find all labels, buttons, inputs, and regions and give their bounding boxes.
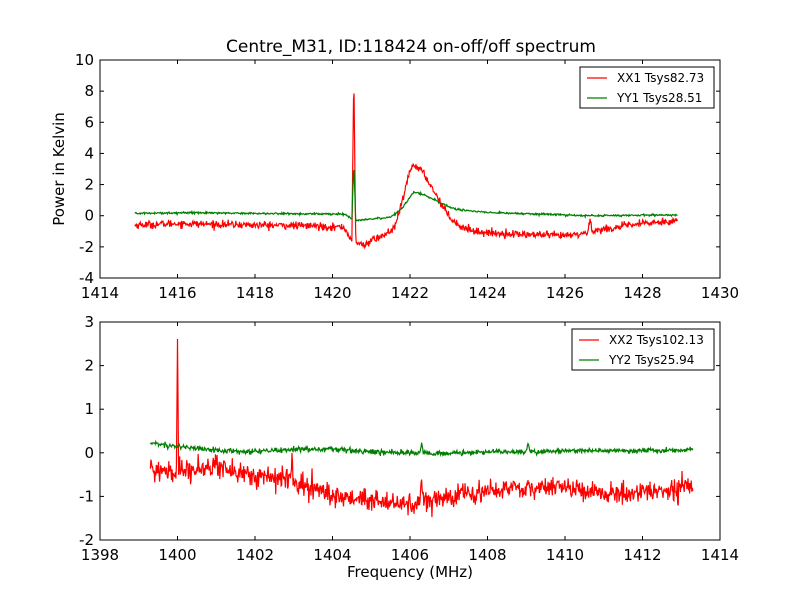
legend: XX1 Tsys82.73 YY1 Tsys28.51 (579, 66, 715, 109)
x-tick-label: 1398 (81, 546, 119, 564)
legend-entry: YY2 Tsys25.94 (608, 353, 694, 367)
y-tick-label: 0 (84, 444, 94, 462)
top-chart-ylabel: Power in Kelvin (50, 112, 68, 226)
y-tick-label: 2 (84, 357, 94, 375)
legend-box (571, 328, 715, 371)
top-chart: 1414 1416 1418 1420 1422 1424 1426 1428 1430 -4 -2… (75, 51, 739, 302)
legend-entry: XX1 Tsys82.73 (617, 71, 704, 85)
x-tick-label: 1406 (391, 546, 429, 564)
series-line-1-1 (149, 439, 694, 458)
y-tick-label: 8 (84, 82, 94, 100)
x-tick-label: 1414 (81, 284, 119, 302)
legend-box (579, 66, 715, 109)
y-tick-label: 6 (84, 113, 94, 131)
x-tick-label: 1400 (158, 546, 196, 564)
bottom-chart: 1398 1400 1402 1404 1406 1408 1410 1412 1414 -2 -1… (79, 313, 739, 564)
x-tick-label: 1420 (313, 284, 351, 302)
y-tick-label: 4 (84, 144, 94, 162)
y-tick-label: 2 (84, 176, 94, 194)
x-tick-label: 1412 (623, 546, 661, 564)
y-tick-label: 3 (84, 313, 94, 331)
x-tick-label: 1414 (701, 546, 739, 564)
top-chart-title: Centre_M31, ID:118424 on-off/off spectru… (226, 37, 596, 57)
x-tick-label: 1430 (701, 284, 739, 302)
x-tick-label: 1404 (313, 546, 351, 564)
y-tick-label: 10 (75, 51, 94, 69)
legend-entry: YY1 Tsys28.51 (616, 91, 702, 105)
x-tick-label: 1402 (236, 546, 274, 564)
series-line-0-1 (134, 169, 678, 222)
y-tick-label: -4 (79, 269, 94, 287)
x-tick-label: 1426 (546, 284, 584, 302)
x-tick-label: 1422 (391, 284, 429, 302)
legend-entry: XX2 Tsys102.13 (609, 333, 704, 347)
legend: XX2 Tsys102.13 YY2 Tsys25.94 (571, 328, 715, 371)
x-tick-label: 1408 (468, 546, 506, 564)
y-tick-label: -2 (79, 531, 94, 549)
x-tick-label: 1424 (468, 284, 506, 302)
series-line-0-0 (134, 93, 678, 250)
x-tick-label: 1416 (158, 284, 196, 302)
x-tick-label: 1428 (623, 284, 661, 302)
x-tick-label: 1410 (546, 546, 584, 564)
y-tick-label: 1 (84, 400, 94, 418)
x-tick-label: 1418 (236, 284, 274, 302)
bottom-chart-xlabel: Frequency (MHz) (347, 563, 473, 581)
series-line-1-0 (149, 338, 694, 518)
y-tick-label: -1 (79, 487, 94, 505)
y-tick-label: 0 (84, 207, 94, 225)
y-tick-label: -2 (79, 238, 94, 256)
